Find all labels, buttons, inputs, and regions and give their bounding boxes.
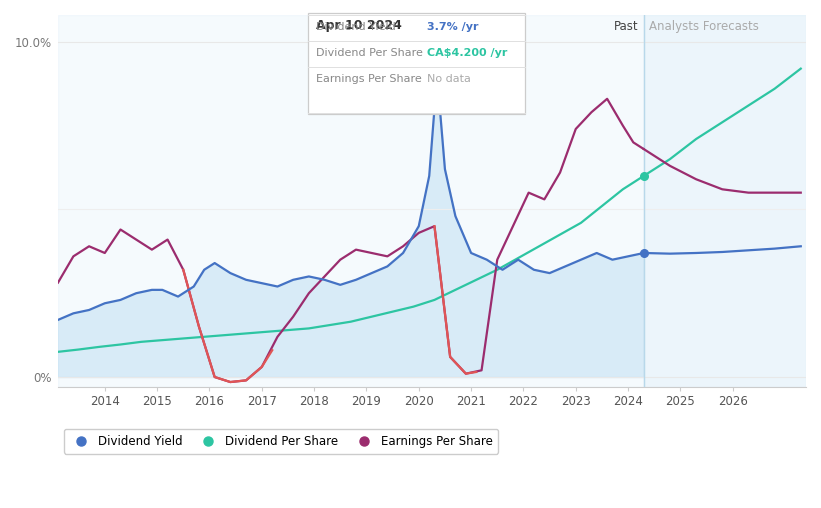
Bar	[57, 15, 644, 387]
Text: 3.7% /yr: 3.7% /yr	[427, 21, 479, 31]
Text: Apr 10 2024: Apr 10 2024	[316, 19, 402, 32]
Text: No data: No data	[427, 74, 470, 84]
Text: Past: Past	[614, 20, 639, 34]
Text: Analysts Forecasts: Analysts Forecasts	[649, 20, 759, 34]
Legend: Dividend Yield, Dividend Per Share, Earnings Per Share: Dividend Yield, Dividend Per Share, Earn…	[63, 429, 498, 454]
Text: Earnings Per Share: Earnings Per Share	[316, 74, 422, 84]
Text: Dividend Yield: Dividend Yield	[316, 21, 396, 31]
Text: Dividend Per Share: Dividend Per Share	[316, 48, 423, 58]
Bar	[644, 15, 806, 387]
Text: CA$4.200 /yr: CA$4.200 /yr	[427, 48, 507, 58]
